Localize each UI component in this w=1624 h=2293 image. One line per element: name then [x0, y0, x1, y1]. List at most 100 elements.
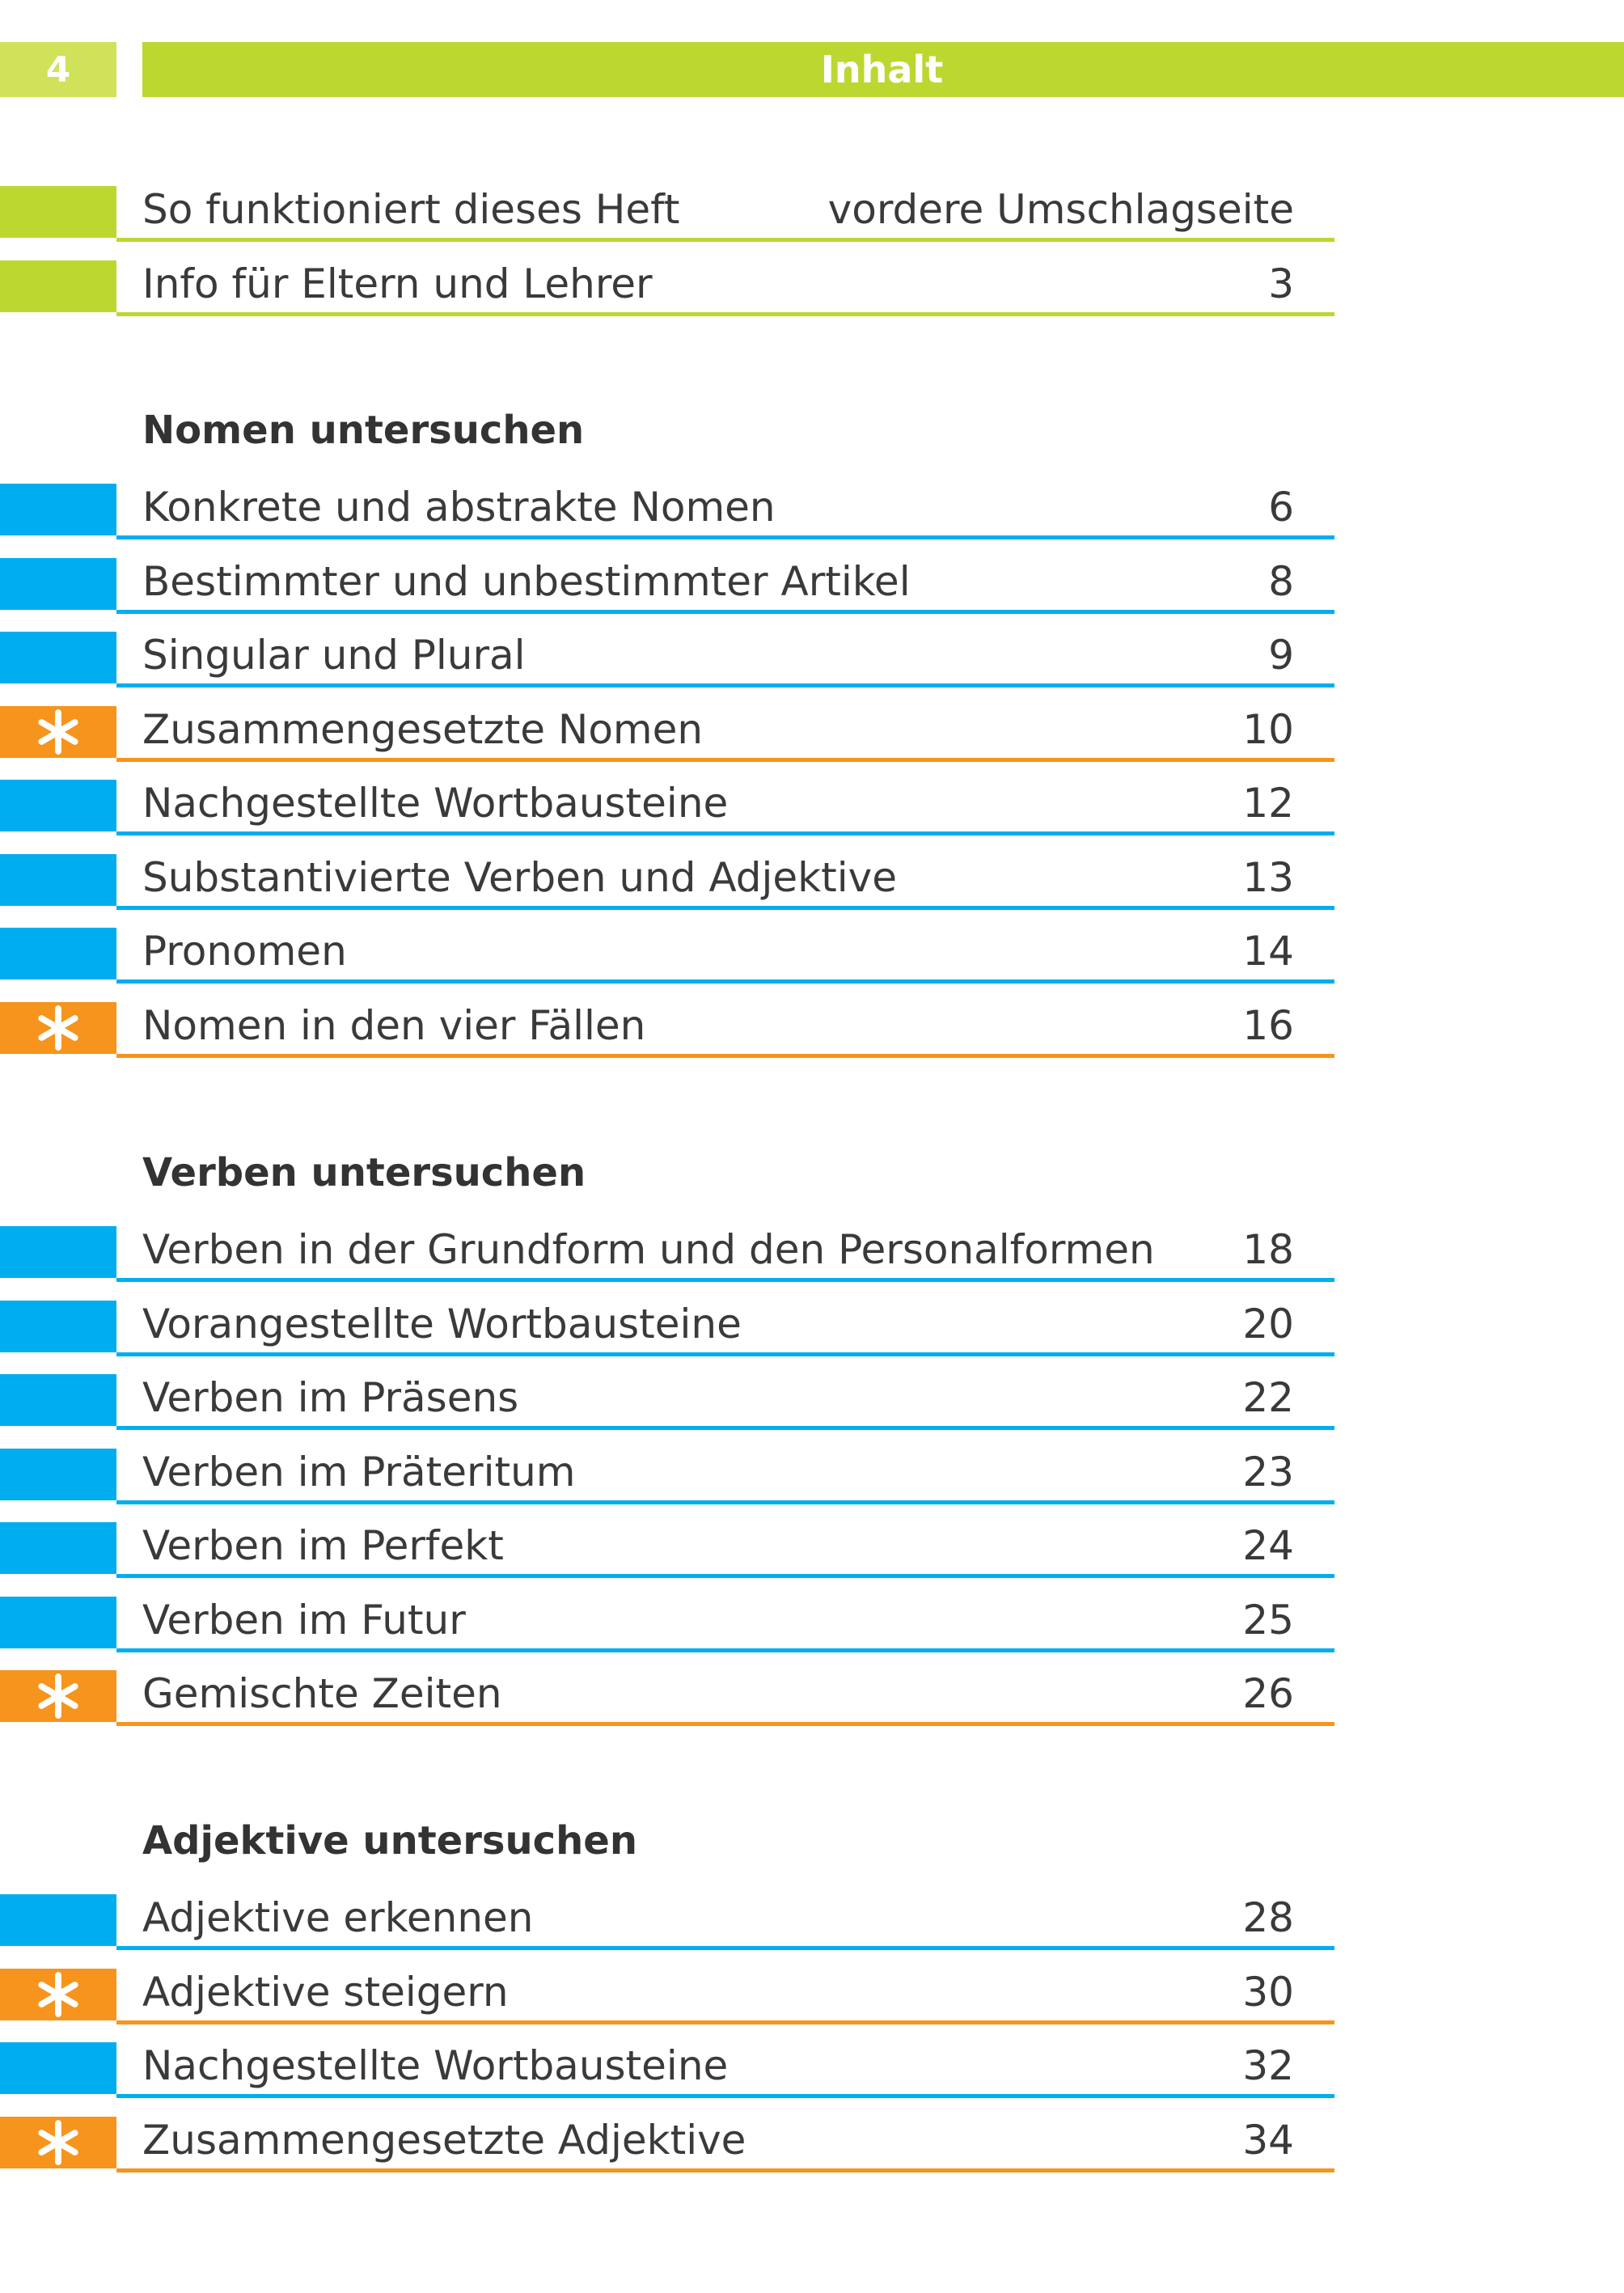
toc-entry: Nachgestellte Wortbausteine 32 [0, 2039, 1334, 2101]
toc-entry-title: Verben im Perfekt [142, 1522, 504, 1569]
color-marker [0, 853, 116, 906]
toc-entry: Vorangestellte Wortbausteine 20 [0, 1297, 1334, 1359]
star-icon [38, 1673, 78, 1719]
toc-entry-page: 14 [1242, 928, 1294, 975]
toc-entry-page: 18 [1242, 1226, 1294, 1273]
toc-entry-page: vordere Umschlagseite [827, 186, 1294, 233]
star-marker [0, 2116, 116, 2168]
toc-entry: Gemischte Zeiten 26 [0, 1667, 1334, 1728]
toc-entry-title: Info für Eltern und Lehrer [142, 260, 653, 307]
toc-entry-page: 28 [1242, 1894, 1294, 1941]
toc-entry: Verben in der Grundform und den Personal… [0, 1223, 1334, 1284]
toc-entry-title: Verben im Präteritum [142, 1448, 576, 1496]
color-marker [0, 928, 116, 979]
toc-entry: Verben im Präsens 22 [0, 1371, 1334, 1432]
toc-entry-title: Adjektive steigern [142, 1968, 509, 2016]
section-heading: Adjektive untersuchen [142, 1818, 637, 1864]
divider [116, 238, 1334, 242]
color-marker [0, 260, 116, 312]
toc-entry-title: Bestimmter und unbestimmter Artikel [142, 557, 911, 605]
toc-entry-page: 9 [1268, 632, 1294, 679]
divider [116, 1574, 1334, 1578]
star-icon [38, 1005, 78, 1051]
toc-entry-page: 34 [1242, 2116, 1294, 2164]
star-icon [38, 709, 78, 755]
toc-entry-title: Vorangestellte Wortbausteine [142, 1300, 742, 1347]
divider [116, 1278, 1334, 1282]
divider [116, 535, 1334, 539]
toc-entry-title: Nomen in den vier Fällen [142, 1001, 646, 1049]
divider [116, 311, 1334, 316]
star-marker [0, 1968, 116, 2020]
toc-entry-title: Verben im Präsens [142, 1374, 519, 1421]
toc-entry: Pronomen 14 [0, 924, 1334, 986]
toc-entry: So funktioniert dieses Heft vordere Umsch… [0, 183, 1334, 244]
divider [116, 1946, 1334, 1950]
toc-entry: Nomen in den vier Fällen 16 [0, 999, 1334, 1060]
toc-entry-page: 3 [1268, 260, 1294, 307]
color-marker [0, 1596, 116, 1648]
divider [116, 2020, 1334, 2024]
toc-entry-title: Pronomen [142, 928, 347, 975]
toc-entry-page: 16 [1242, 1001, 1294, 1049]
divider [116, 831, 1334, 836]
toc-entry-title: So funktioniert dieses Heft [142, 186, 680, 233]
color-marker [0, 1300, 116, 1352]
toc-entry: Zusammengesetzte Adjektive 34 [0, 2113, 1334, 2175]
divider [116, 609, 1334, 614]
color-marker [0, 780, 116, 831]
color-marker [0, 186, 116, 238]
divider [116, 905, 1334, 910]
page-number: 4 [0, 42, 116, 97]
toc-entry-page: 6 [1268, 484, 1294, 531]
toc-entry: Singular und Plural 9 [0, 628, 1334, 690]
toc-entry-title: Substantivierte Verben und Adjektive [142, 853, 897, 901]
divider [116, 1722, 1334, 1726]
toc-entry: Verben im Perfekt 24 [0, 1519, 1334, 1580]
toc-entry-page: 23 [1242, 1448, 1294, 1496]
color-marker [0, 1894, 116, 1946]
toc-entry-title: Verben im Futur [142, 1596, 466, 1644]
page-header: 4 Inhalt [0, 42, 1624, 97]
star-marker [0, 1001, 116, 1054]
toc-entry-title: Konkrete und abstrakte Nomen [142, 484, 776, 531]
toc-entry-title: Gemischte Zeiten [142, 1670, 502, 1717]
toc-entry-title: Zusammengesetzte Nomen [142, 705, 704, 753]
toc-entry: Zusammengesetzte Nomen 10 [0, 703, 1334, 764]
star-icon [38, 1971, 78, 2017]
divider [116, 683, 1334, 687]
divider [116, 2168, 1334, 2172]
star-icon [38, 2119, 78, 2165]
toc-entry-page: 30 [1242, 1968, 1294, 2016]
toc-entry: Substantivierte Verben und Adjektive 13 [0, 851, 1334, 912]
toc-entry-title: Verben in der Grundform und den Personal… [142, 1226, 1155, 1273]
color-marker [0, 1522, 116, 1574]
star-marker [0, 1670, 116, 1722]
toc-entry: Bestimmter und unbestimmter Artikel 8 [0, 555, 1334, 616]
divider [116, 757, 1334, 762]
page-title: Inhalt [142, 42, 1624, 97]
toc-entry-page: 26 [1242, 1670, 1294, 1717]
color-marker [0, 1226, 116, 1278]
divider [116, 1352, 1334, 1356]
toc-entry: Info für Eltern und Lehrer 3 [0, 257, 1334, 319]
toc-entry-title: Adjektive erkennen [142, 1894, 534, 1941]
toc-entry-page: 22 [1242, 1374, 1294, 1421]
color-marker [0, 1448, 116, 1500]
toc-entry-page: 12 [1242, 780, 1294, 827]
section-heading: Verben untersuchen [142, 1150, 586, 1195]
toc-entry: Verben im Futur 25 [0, 1593, 1334, 1655]
toc-entry-page: 10 [1242, 705, 1294, 753]
toc-entry: Adjektive steigern 30 [0, 1965, 1334, 2027]
divider [116, 2094, 1334, 2098]
color-marker [0, 557, 116, 610]
toc-entry-page: 20 [1242, 1300, 1294, 1347]
toc-entry-title: Nachgestellte Wortbausteine [142, 2042, 729, 2089]
toc-entry-page: 25 [1242, 1596, 1294, 1644]
star-marker [0, 705, 116, 758]
toc-entry-title: Singular und Plural [142, 632, 526, 679]
divider [116, 1053, 1334, 1058]
color-marker [0, 632, 116, 683]
toc-entry-page: 13 [1242, 853, 1294, 901]
color-marker [0, 484, 116, 535]
